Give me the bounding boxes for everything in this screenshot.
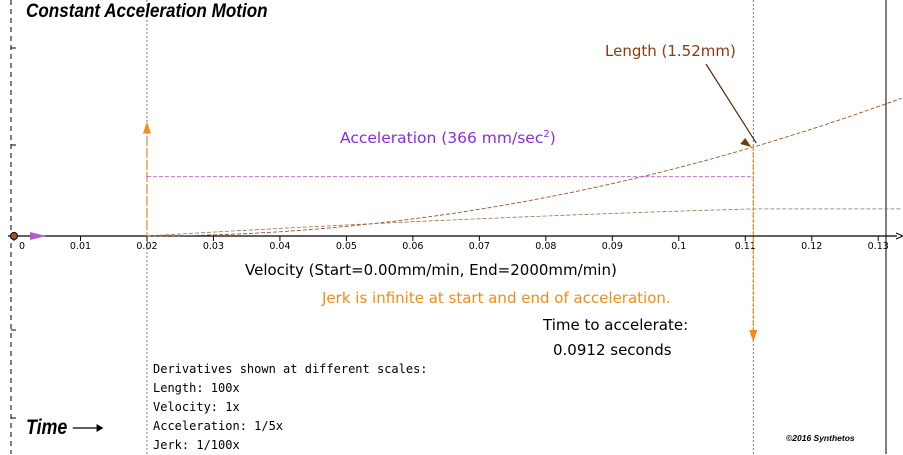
right-arrow-icon [73,424,104,433]
scale-legend: Derivatives shown at different scales: L… [153,360,428,455]
x-tick-label: 0.13 [868,241,889,252]
acceleration-annotation-close: ) [549,129,556,148]
length-series-line [147,97,902,237]
copyright-text: ©2016 Synthetos [786,433,855,443]
jerk-start-arrowhead [142,121,151,134]
time-axis-label: Time [26,416,105,440]
x-tick-label: 0.03 [203,241,224,252]
x-tick-label: 0.09 [602,241,623,252]
x-tick-label: 0.08 [535,241,556,252]
legend-item-velocity: Velocity: 1x [153,400,240,414]
legend-item-acceleration: Acceleration: 1/5x [153,419,284,433]
legend-item-length: Length: 100x [153,381,240,395]
chart-frame [10,0,887,454]
x-tick-label: 0.02 [136,241,157,252]
acceleration-start-arrow [30,232,46,240]
x-tick-label: 0.11 [735,241,756,252]
x-tick-label: 0.01 [70,241,91,252]
x-tick-label: 0 [19,241,25,252]
x-tick-label: 0.04 [269,241,290,252]
annotation-pointers [705,63,757,148]
time-to-accelerate-label: Time to accelerate: [543,316,689,334]
time-to-accelerate-value: 0.0912 seconds [553,341,672,359]
x-tick-label: 0.05 [336,241,357,252]
x-tick-label: 0.06 [402,241,423,252]
origin-marker [10,232,18,240]
velocity-series-line [146,208,902,237]
length-pointer-line [705,63,757,144]
acceleration-annotation: Acceleration (366 mm/sec2) [340,129,556,147]
x-axis-arrowhead [895,232,903,240]
jerk-end-arrowhead [749,330,758,342]
length-annotation: Length (1.52mm) [605,42,736,60]
x-axis: 0 0.01 0.02 0.03 0.04 0.05 0.06 0.07 0.08 0.09 0.1… [8,232,903,252]
legend-heading: Derivatives shown at different scales: [153,362,428,376]
x-tick-label: 0.12 [801,241,822,252]
length-pointer-arrowhead [740,138,752,148]
velocity-annotation: Velocity (Start=0.00mm/min, End=2000mm/m… [245,261,617,279]
jerk-annotation: Jerk is infinite at start and end of acc… [322,289,671,307]
acceleration-exponent: 2 [543,129,550,140]
time-label-text: Time [26,416,68,439]
chart-series [142,97,902,342]
chart-title: Constant Acceleration Motion [26,1,268,22]
x-tick-label: 0.07 [469,241,490,252]
acceleration-annotation-text: Acceleration (366 mm/sec [340,129,544,148]
x-tick-label: 0.1 [671,241,686,252]
legend-item-jerk: Jerk: 1/100x [153,438,240,452]
